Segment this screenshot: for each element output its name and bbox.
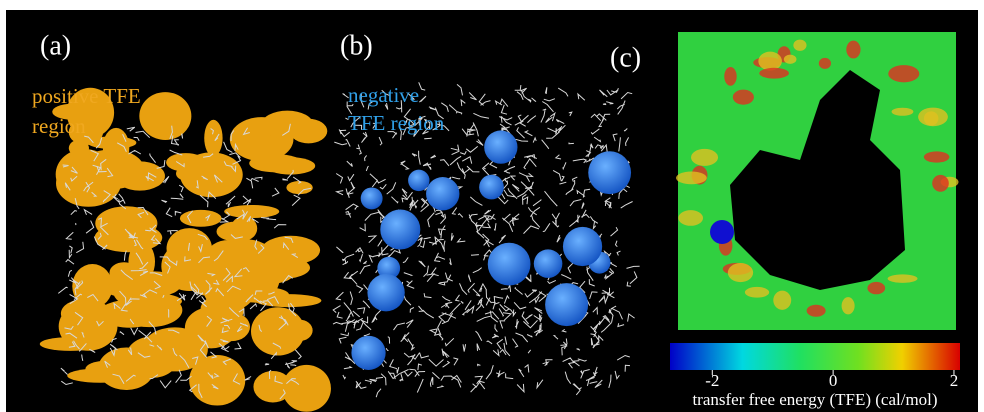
positive-region	[212, 270, 270, 289]
map-spot	[924, 151, 950, 162]
negative-region	[545, 283, 588, 326]
positive-region	[261, 111, 313, 139]
negative-region	[380, 209, 420, 249]
colorbar-label: transfer free energy (TFE) (cal/mol)	[692, 390, 937, 409]
map-spot	[758, 52, 782, 71]
map-spot	[773, 291, 791, 310]
positive-region	[189, 355, 245, 405]
map-spot	[888, 65, 919, 82]
map-spot	[724, 67, 736, 86]
map-spot	[892, 108, 914, 116]
negative-region	[479, 175, 504, 200]
negative-region	[534, 249, 563, 278]
map-spot	[691, 149, 718, 166]
positive-region	[61, 299, 111, 328]
map-spot	[842, 297, 855, 314]
map-spot	[793, 40, 806, 51]
tick-label: 0	[829, 371, 838, 390]
tick-label: 2	[950, 371, 959, 390]
map-spot	[846, 41, 860, 59]
negative-spot	[710, 220, 734, 244]
positive-region	[219, 239, 271, 267]
positive-region	[67, 368, 133, 382]
panel-label: (c)	[610, 42, 641, 73]
positive-region	[249, 154, 302, 172]
map-spot	[932, 175, 949, 192]
map-spot	[784, 55, 797, 64]
negative-region	[361, 187, 383, 209]
negative-region	[408, 170, 429, 191]
map-spot	[745, 287, 769, 298]
positive-region	[251, 307, 305, 355]
map-spot	[888, 274, 918, 282]
negative-region	[563, 227, 602, 266]
positive-region	[126, 336, 179, 378]
positive-region	[107, 282, 130, 296]
figure: (a) positive TFE region (b) negative TFE…	[0, 0, 984, 412]
negative-region	[426, 177, 459, 210]
positive-region	[171, 254, 194, 279]
panel-label: (b)	[340, 30, 373, 61]
negative-region	[367, 274, 404, 311]
negative-region	[488, 243, 531, 286]
map-spot	[733, 90, 754, 105]
tick-label: -2	[705, 371, 719, 390]
negative-region	[351, 336, 385, 370]
negative-region	[484, 130, 517, 163]
map-spot	[819, 58, 831, 69]
positive-region	[180, 210, 222, 227]
panel-label: (a)	[40, 30, 71, 61]
map-spot	[728, 263, 753, 282]
annotation: negative	[348, 83, 419, 107]
annotation: positive TFE	[32, 84, 141, 108]
positive-region	[139, 92, 191, 140]
positive-region	[224, 205, 279, 218]
map-spot	[918, 108, 948, 127]
positive-region	[176, 167, 195, 181]
colorbar	[670, 343, 960, 370]
positive-region	[204, 120, 222, 157]
map-spot	[759, 68, 789, 79]
annotation: region	[32, 114, 86, 138]
positive-region	[40, 337, 101, 351]
negative-region	[588, 151, 631, 194]
map-spot	[867, 282, 885, 294]
positive-region	[136, 359, 152, 376]
map-spot	[678, 210, 703, 226]
map-spot	[676, 172, 707, 185]
annotation: TFE region	[348, 111, 445, 135]
map-spot	[807, 305, 826, 317]
